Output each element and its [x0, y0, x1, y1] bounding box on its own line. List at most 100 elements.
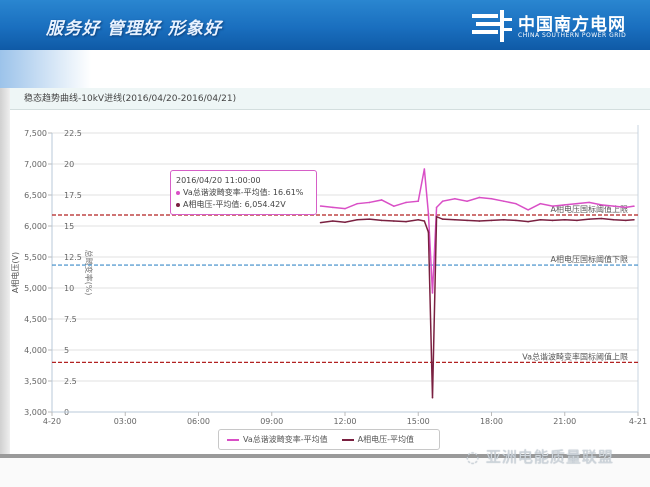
voltage-dot-icon	[176, 202, 180, 207]
y-right-tick-label: 12.5	[64, 253, 82, 262]
tooltip-time: 2016/04/20 11:00:00	[176, 176, 261, 185]
data-point	[435, 206, 438, 209]
data-point	[527, 220, 529, 223]
data-point	[423, 168, 426, 170]
y-left-axis-title: A相电压(V)	[10, 252, 20, 293]
y-left-tick-label: 5,500	[24, 253, 47, 262]
wechat-icon: ◌	[466, 448, 486, 466]
y-right-tick-label: 2.5	[64, 377, 77, 386]
data-point	[563, 219, 566, 221]
x-tick-label: 06:00	[187, 417, 210, 426]
data-point	[502, 200, 505, 202]
data-point	[417, 219, 420, 221]
data-point	[466, 219, 468, 222]
y-right-tick-label: 5	[64, 346, 69, 355]
data-point	[368, 218, 371, 220]
data-point	[319, 221, 322, 224]
data-point	[331, 220, 334, 222]
data-point	[380, 219, 383, 222]
data-point	[490, 219, 493, 222]
data-point	[393, 220, 395, 222]
data-point	[427, 231, 430, 233]
x-tick-label: 18:00	[480, 417, 503, 426]
data-point	[600, 204, 603, 206]
data-point	[600, 217, 603, 220]
tooltip-thd: Va总谐波畸变率-平均值: 16.61%	[183, 188, 304, 197]
y-right-tick-label: 7.5	[64, 315, 77, 324]
y-left-tick-label: 3,000	[24, 408, 47, 417]
y-left-tick-label: 7,500	[24, 129, 47, 138]
x-tick-label: 12:00	[333, 417, 356, 426]
data-point	[551, 205, 554, 207]
data-point	[612, 205, 615, 207]
data-point	[435, 215, 438, 218]
data-point	[319, 205, 322, 207]
logo-name: 中国南方电网	[518, 15, 626, 35]
data-point	[515, 219, 517, 222]
voltage-line-icon	[341, 438, 354, 441]
data-point	[344, 221, 346, 224]
header-band	[0, 50, 650, 88]
data-point	[624, 206, 627, 209]
data-point	[576, 219, 578, 222]
x-tick-label: 4-20	[43, 417, 61, 426]
data-point	[588, 201, 590, 204]
data-point	[405, 201, 407, 204]
data-point	[563, 204, 566, 206]
data-point	[515, 202, 517, 205]
legend-item-thd[interactable]: Va总谐波畸变率-平均值	[227, 434, 328, 445]
y-left-tick-label: 4,000	[24, 346, 47, 355]
data-point	[478, 196, 481, 199]
footer-divider	[0, 454, 650, 458]
data-point	[454, 197, 456, 200]
x-tick-label: 21:00	[553, 417, 576, 426]
y-right-tick-label: 10	[64, 284, 74, 293]
tooltip-voltage: A相电压-平均值: 6,054.42V	[183, 200, 286, 209]
data-point	[356, 219, 359, 221]
data-point	[431, 292, 434, 294]
y-right-tick-label: 15	[64, 222, 74, 231]
data-point	[431, 396, 434, 399]
data-point	[466, 200, 468, 202]
data-point	[344, 207, 346, 210]
grid-logo-icon	[472, 10, 512, 42]
watermark-text: 亚洲电能质量联盟	[485, 448, 614, 466]
data-point	[576, 202, 578, 205]
header-banner: 服务好 管理好 形象好 中国南方电网 CHINA SOUTHERN POWER …	[0, 0, 650, 50]
data-point	[588, 218, 590, 220]
y-left-tick-label: 7,000	[24, 160, 47, 169]
reference-line-label: A相电压国标阈值下限	[551, 254, 628, 264]
watermark: ◌ 亚洲电能质量联盟	[466, 446, 614, 467]
chart-tooltip: 2016/04/20 11:00:00 Va总谐波畸变率-平均值: 16.61%…	[170, 170, 317, 215]
data-point	[454, 219, 456, 221]
legend-item-voltage[interactable]: A相电压-平均值	[341, 434, 414, 445]
y-right-tick-label: 22.5	[64, 129, 82, 138]
footer	[0, 458, 650, 487]
panel-title: 稳态趋势曲线-10kV进线(2016/04/20-2016/04/21)	[10, 88, 650, 110]
data-point	[551, 219, 554, 222]
y-left-tick-label: 6,500	[24, 191, 47, 200]
y-left-tick-label: 6,000	[24, 222, 47, 231]
chart-legend: Va总谐波畸变率-平均值 A相电压-平均值	[218, 429, 440, 450]
data-point	[612, 219, 615, 221]
x-tick-label: 09:00	[260, 417, 283, 426]
data-point	[539, 219, 542, 221]
data-point	[633, 219, 635, 221]
x-tick-label: 15:00	[407, 417, 430, 426]
thd-line-icon	[227, 438, 239, 441]
slogan: 服务好 管理好 形象好	[46, 19, 222, 39]
data-point	[393, 205, 395, 207]
data-point	[502, 219, 505, 221]
data-point	[368, 201, 371, 204]
data-point	[633, 205, 635, 207]
data-point	[527, 209, 529, 211]
data-point	[539, 202, 542, 205]
data-point	[423, 220, 426, 222]
y-left-tick-label: 4,500	[24, 315, 47, 324]
data-point	[380, 199, 383, 201]
data-point	[427, 212, 430, 215]
data-point	[441, 218, 444, 220]
data-point	[405, 220, 407, 223]
chart-panel: 稳态趋势曲线-10kV进线(2016/04/20-2016/04/21)	[10, 88, 650, 454]
